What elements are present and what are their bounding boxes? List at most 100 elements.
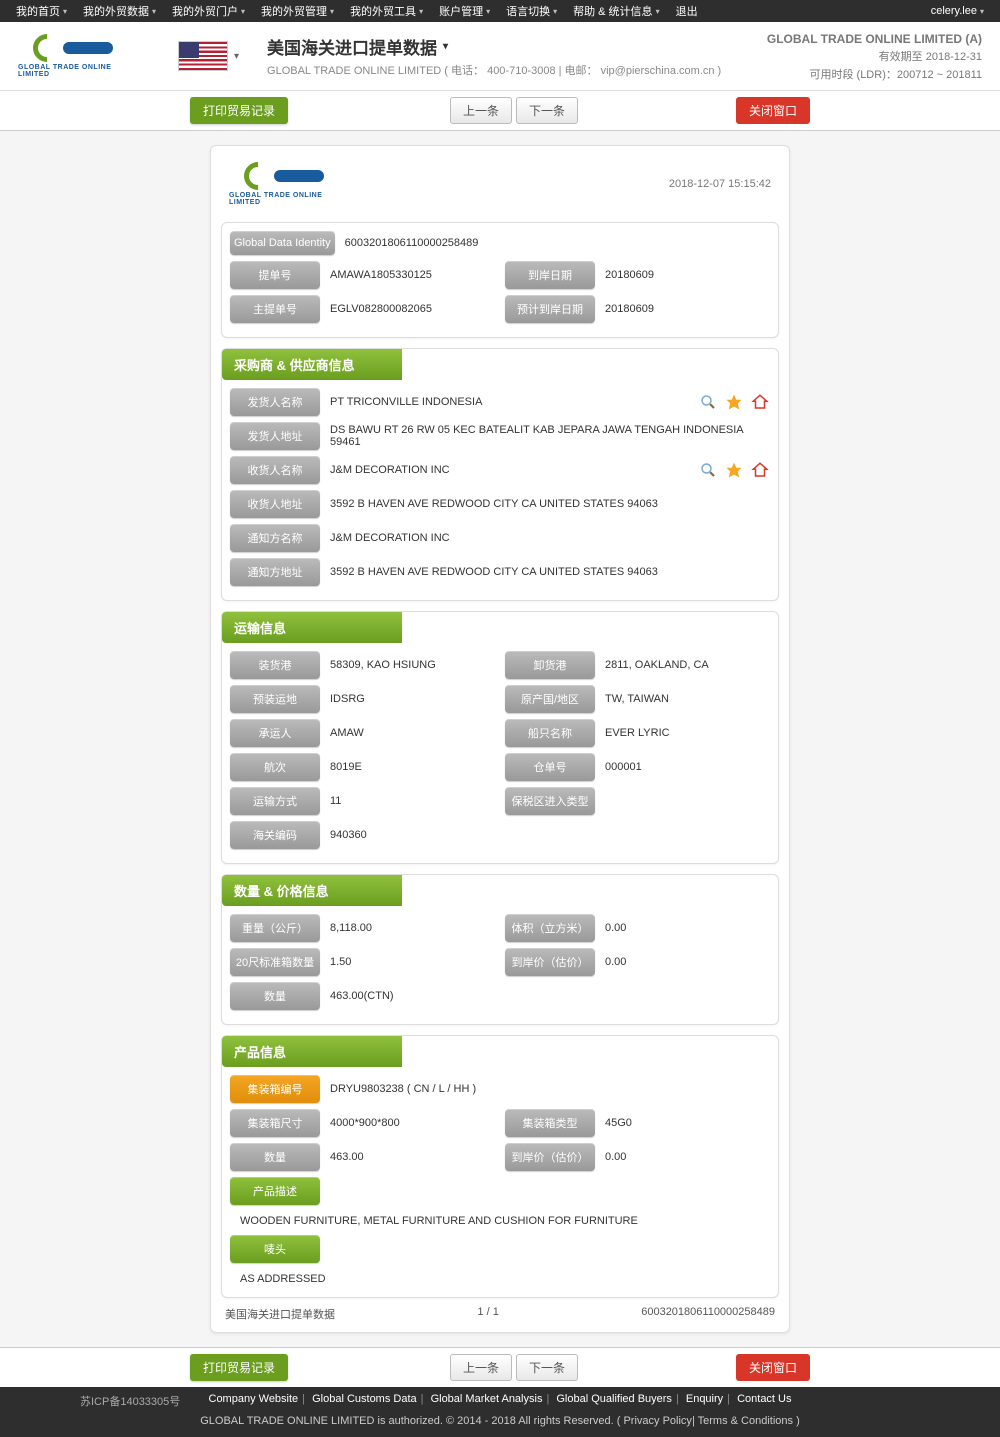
nav-data[interactable]: 我的外贸数据 <box>77 3 162 19</box>
footer-link[interactable]: Global Market Analysis <box>431 1393 543 1405</box>
search-icon[interactable] <box>698 460 718 480</box>
privacy-link[interactable]: Privacy Policy <box>623 1415 691 1427</box>
consignee-addr-label: 收货人地址 <box>230 490 320 518</box>
nav-right: celery.lee <box>925 5 990 17</box>
footer-link[interactable]: Global Qualified Buyers <box>556 1393 672 1405</box>
shipper-addr-value: DS BAWU RT 26 RW 05 KEC BATEALIT KAB JEP… <box>320 424 770 448</box>
product-qty-label: 数量 <box>230 1143 320 1171</box>
carrier-label: 承运人 <box>230 719 320 747</box>
card-logo-text: GLOBAL TRADE ONLINE LIMITED <box>229 192 339 206</box>
flag-dropdown-icon[interactable]: ▾ <box>234 51 239 62</box>
email-link[interactable]: vip@pierschina.com.cn <box>601 65 715 77</box>
unload-port-label: 卸货港 <box>505 651 595 679</box>
next-button-bottom[interactable]: 下一条 <box>516 1354 578 1381</box>
nav-logout[interactable]: 退出 <box>670 3 707 19</box>
footer-right: 6003201806110000258489 <box>641 1306 775 1322</box>
preload-label: 预装运地 <box>230 685 320 713</box>
voyage-label: 航次 <box>230 753 320 781</box>
mark-label: 唛头 <box>230 1235 320 1263</box>
shipper-name-value: PT TRICONVILLE INDONESIA <box>320 396 698 408</box>
load-port-value: 58309, KAO HSIUNG <box>320 659 495 671</box>
terms-link[interactable]: Terms & Conditions <box>698 1415 793 1427</box>
star-icon[interactable] <box>724 392 744 412</box>
nav-portal[interactable]: 我的外贸门户 <box>166 3 251 19</box>
copyright-prefix: GLOBAL TRADE ONLINE LIMITED is authorize… <box>200 1415 623 1427</box>
supplier-header: 采购商 & 供应商信息 <box>222 349 402 380</box>
star-icon[interactable] <box>724 460 744 480</box>
print-button-bottom[interactable]: 打印贸易记录 <box>190 1354 288 1381</box>
home-icon[interactable] <box>750 460 770 480</box>
logo: GLOBAL TRADE ONLINE LIMITED <box>18 36 128 76</box>
nav-tools[interactable]: 我的外贸工具 <box>344 3 429 19</box>
nav-help[interactable]: 帮助 & 统计信息 <box>567 3 665 19</box>
top-nav: 我的首页 我的外贸数据 我的外贸门户 我的外贸管理 我的外贸工具 账户管理 语言… <box>0 0 1000 22</box>
est-label: 预计到岸日期 <box>505 295 595 323</box>
master-label: 主提单号 <box>230 295 320 323</box>
notify-addr-value: 3592 B HAVEN AVE REDWOOD CITY CA UNITED … <box>320 566 770 578</box>
voyage-value: 8019E <box>320 761 495 773</box>
footer-link[interactable]: Enquiry <box>686 1393 723 1405</box>
search-icon[interactable] <box>698 392 718 412</box>
next-button[interactable]: 下一条 <box>516 97 578 124</box>
mark-value: AS ADDRESSED <box>230 1269 770 1289</box>
container-no-value: DRYU9803238 ( CN / L / HH ) <box>320 1083 770 1095</box>
icp: 苏ICP备14033305号 <box>80 1393 180 1409</box>
flag-us[interactable] <box>178 41 228 71</box>
preload-value: IDSRG <box>320 693 495 705</box>
consignee-name-value: J&M DECORATION INC <box>320 464 698 476</box>
teu-value: 1.50 <box>320 956 495 968</box>
toolbar: 打印贸易记录 上一条 下一条 关闭窗口 <box>0 91 1000 131</box>
nav-user[interactable]: celery.lee <box>925 5 990 17</box>
nav-account[interactable]: 账户管理 <box>433 3 496 19</box>
company-name[interactable]: GLOBAL TRADE ONLINE LIMITED (A) <box>767 32 982 46</box>
arrive-value: 20180609 <box>595 269 770 281</box>
product-qty-value: 463.00 <box>320 1151 495 1163</box>
footer-link[interactable]: Company Website <box>209 1393 299 1405</box>
type-label: 集装箱类型 <box>505 1109 595 1137</box>
hs-label: 海关编码 <box>230 821 320 849</box>
toolbar-bottom: 打印贸易记录 上一条 下一条 关闭窗口 <box>0 1347 1000 1387</box>
weight-label: 重量（公斤） <box>230 914 320 942</box>
footer-left: 美国海关进口提单数据 <box>225 1306 335 1322</box>
footer-links: 苏ICP备14033305号 Company Website| Global C… <box>0 1387 1000 1411</box>
footer-link[interactable]: Contact Us <box>737 1393 791 1405</box>
nav-home[interactable]: 我的首页 <box>10 3 73 19</box>
product-cif-value: 0.00 <box>595 1151 770 1163</box>
identity-section: Global Data Identity 6003201806110000258… <box>221 222 779 338</box>
shipper-addr-label: 发货人地址 <box>230 422 320 450</box>
load-port-label: 装货港 <box>230 651 320 679</box>
bl-label: 提单号 <box>230 261 320 289</box>
product-section: 产品信息 集装箱编号DRYU9803238 ( CN / L / HH ) 集装… <box>221 1035 779 1298</box>
teu-label: 20尺标准箱数量 <box>230 948 320 976</box>
qty-value: 463.00(CTN) <box>320 990 495 1002</box>
notify-name-label: 通知方名称 <box>230 524 320 552</box>
prev-button[interactable]: 上一条 <box>450 97 512 124</box>
card-footer: 美国海关进口提单数据 1 / 1 6003201806110000258489 <box>221 1298 779 1322</box>
subtitle-suffix: ) <box>715 65 722 77</box>
print-button[interactable]: 打印贸易记录 <box>190 97 288 124</box>
data-range: 可用时段 (LDR)：200712 ~ 201811 <box>767 66 982 82</box>
master-value: EGLV082800082065 <box>320 303 495 315</box>
page-title[interactable]: 美国海关进口提单数据 <box>267 34 721 59</box>
nav-manage[interactable]: 我的外贸管理 <box>255 3 340 19</box>
volume-value: 0.00 <box>595 922 770 934</box>
close-button[interactable]: 关闭窗口 <box>736 97 810 124</box>
warehouse-value: 000001 <box>595 761 770 773</box>
prev-button-bottom[interactable]: 上一条 <box>450 1354 512 1381</box>
origin-value: TW, TAIWAN <box>595 693 770 705</box>
title-block: 美国海关进口提单数据 GLOBAL TRADE ONLINE LIMITED (… <box>267 34 721 78</box>
supplier-section: 采购商 & 供应商信息 发货人名称 PT TRICONVILLE INDONES… <box>221 348 779 601</box>
close-button-bottom[interactable]: 关闭窗口 <box>736 1354 810 1381</box>
desc-value: WOODEN FURNITURE, METAL FURNITURE AND CU… <box>230 1211 770 1235</box>
copyright-suffix: ) <box>796 1415 800 1427</box>
size-label: 集装箱尺寸 <box>230 1109 320 1137</box>
consignee-addr-value: 3592 B HAVEN AVE REDWOOD CITY CA UNITED … <box>320 498 770 510</box>
mode-label: 运输方式 <box>230 787 320 815</box>
consignee-name-label: 收货人名称 <box>230 456 320 484</box>
desc-label: 产品描述 <box>230 1177 320 1205</box>
page-subtitle: GLOBAL TRADE ONLINE LIMITED ( 电话： 400-71… <box>267 62 721 78</box>
footer-copyright: GLOBAL TRADE ONLINE LIMITED is authorize… <box>0 1411 1000 1437</box>
home-icon[interactable] <box>750 392 770 412</box>
footer-link[interactable]: Global Customs Data <box>312 1393 417 1405</box>
nav-lang[interactable]: 语言切换 <box>500 3 563 19</box>
